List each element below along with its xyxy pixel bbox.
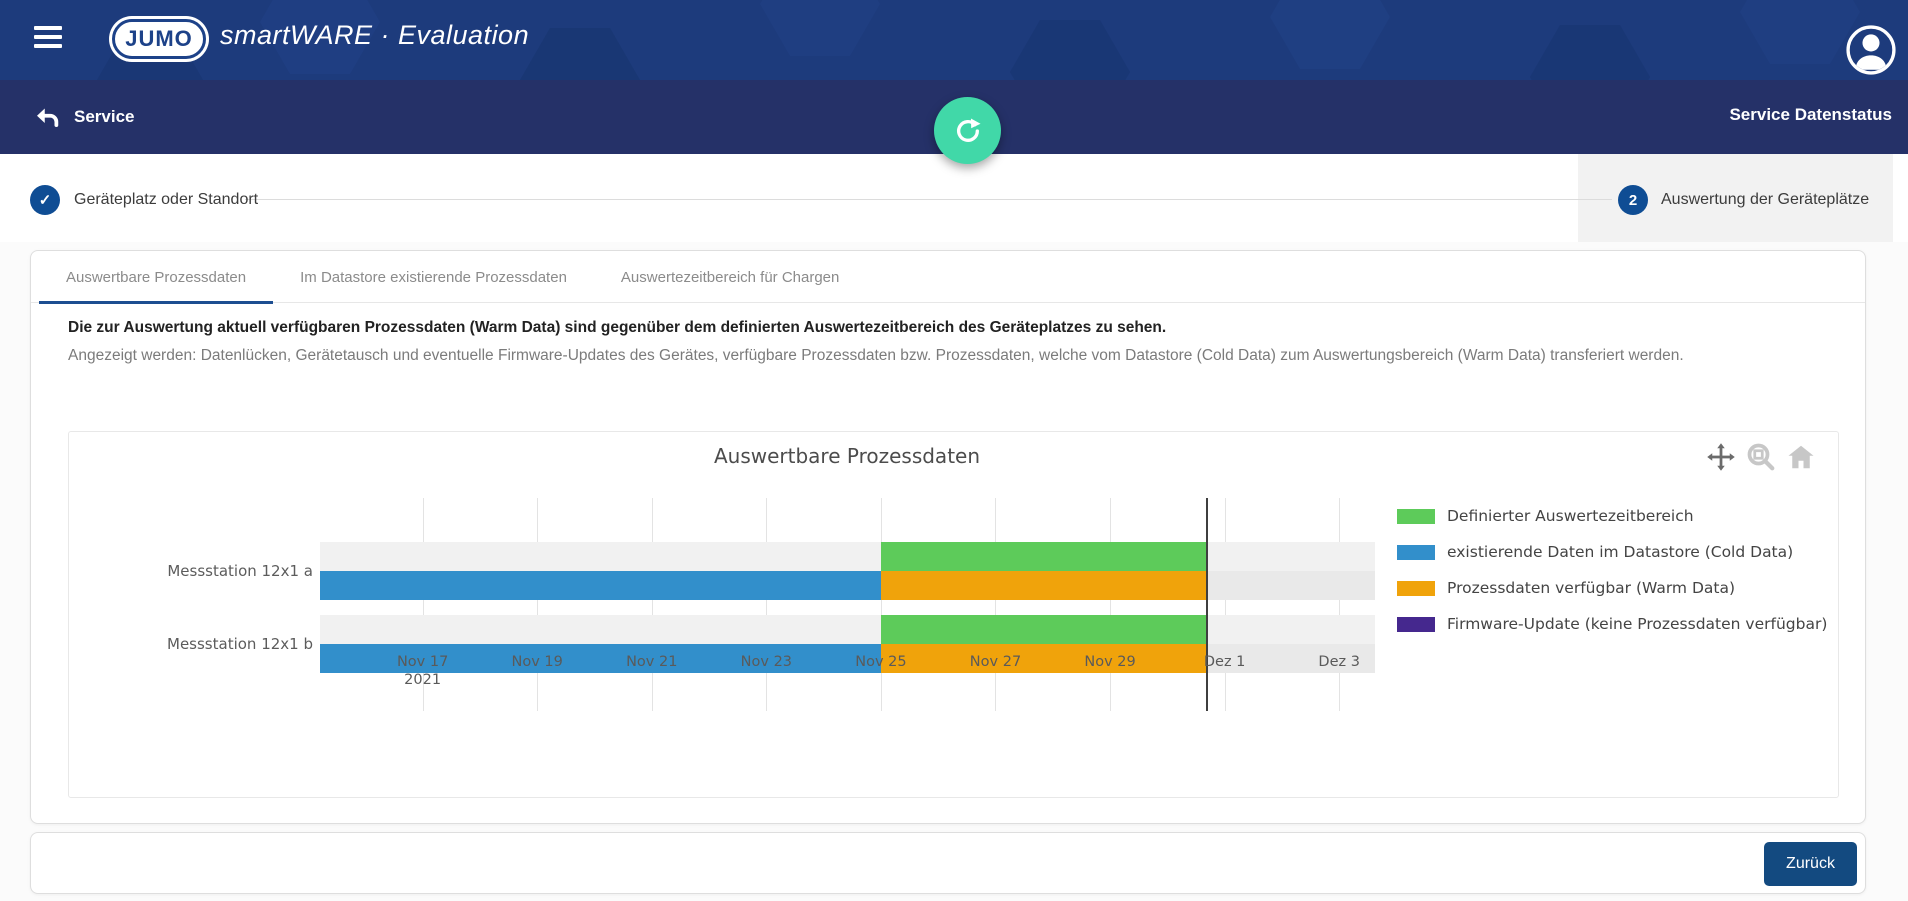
row-label: Messstation 12x1 b	[167, 635, 313, 653]
x-gridline	[766, 498, 768, 711]
x-tick-label: Nov 27	[969, 654, 1022, 670]
hex-pattern	[1270, 0, 1390, 69]
jumo-logo: JUMO	[112, 19, 206, 59]
zurueck-button[interactable]: Zurück	[1764, 842, 1857, 886]
legend-item[interactable]: Firmware-Update (keine Prozessdaten verf…	[1397, 615, 1827, 633]
menu-hamburger-icon[interactable]	[34, 26, 62, 50]
row-lane-bg	[320, 542, 1375, 571]
x-gridline	[651, 498, 653, 711]
chart-card: Auswertbare Prozessdaten Nov 17 2021 Nov 1…	[68, 431, 1839, 798]
service-back-link[interactable]: Service	[32, 102, 135, 132]
gantt-segment	[880, 644, 1206, 673]
plot-area[interactable]	[320, 498, 1375, 711]
tab-auswertezeitbereich-chargen[interactable]: Auswertezeitbereich für Chargen	[620, 268, 840, 286]
legend-item[interactable]: Definierter Auswertezeitbereich	[1397, 507, 1694, 525]
step-2-label: Auswertung der Geräteplätze	[1661, 191, 1870, 208]
service-page-title: Service Datenstatus	[1729, 105, 1892, 124]
user-avatar-icon[interactable]	[1846, 25, 1896, 75]
legend-swatch	[1397, 508, 1435, 524]
hex-pattern	[1530, 25, 1650, 80]
x-tick-label: Dez 3	[1318, 654, 1360, 670]
stepper-step-1[interactable]: ✓ Geräteplatz oder Standort	[30, 185, 258, 215]
jumo-logo-text: JUMO	[125, 26, 193, 51]
legend-item[interactable]: Prozessdaten verfügbar (Warm Data)	[1397, 579, 1735, 597]
reset-home-icon[interactable]	[1786, 442, 1816, 472]
x-tick-label: Nov 17 2021	[396, 654, 449, 688]
content-card: Auswertbare Prozessdaten Im Datastore ex…	[30, 250, 1866, 824]
legend-item[interactable]: existierende Daten im Datastore (Cold Da…	[1397, 543, 1793, 561]
x-tick-sublabel: 2021	[404, 672, 442, 688]
app-title: smartWARE · Evaluation	[220, 20, 530, 50]
service-back-label: Service	[74, 107, 135, 126]
footer-card: Zurück	[30, 832, 1866, 894]
back-arrow-icon	[37, 108, 59, 127]
tab-bar: Auswertbare Prozessdaten Im Datastore ex…	[31, 251, 1865, 304]
legend-swatch	[1397, 580, 1435, 596]
x-tick-label: Nov 29	[1084, 654, 1136, 670]
x-tick-label: Nov 25	[855, 654, 907, 670]
step-1-check-icon: ✓	[30, 185, 60, 215]
legend-swatch	[1397, 616, 1435, 632]
x-tick-label: Dez 1	[1203, 654, 1246, 670]
stepper-step-2[interactable]: 2 Auswertung der Geräteplätze	[1618, 185, 1869, 215]
x-tick-label: Nov 19	[511, 654, 563, 670]
hex-pattern	[520, 28, 640, 80]
legend-swatch	[1397, 544, 1435, 560]
hex-pattern	[760, 0, 880, 56]
stepper-connector	[245, 199, 1612, 200]
row-label: Messstation 12x1 a	[167, 562, 313, 580]
legend-label: existierende Daten im Datastore (Cold Da…	[1447, 543, 1794, 561]
tab-auswertbare-prozessdaten[interactable]: Auswertbare Prozessdaten	[39, 251, 274, 304]
chart-toolbar	[1706, 442, 1816, 472]
step-2-number: 2	[1618, 185, 1648, 215]
tab-datastore-prozessdaten[interactable]: Im Datastore existierende Prozessdaten	[300, 268, 567, 286]
refresh-icon	[956, 117, 981, 142]
row-lane-bg	[320, 615, 1375, 644]
now-line	[1205, 498, 1208, 711]
zoom-box-icon[interactable]	[1746, 442, 1776, 472]
legend-label: Firmware-Update (keine Prozessdaten verf…	[1447, 615, 1828, 633]
hex-pattern	[1740, 0, 1860, 64]
legend-label: Prozessdaten verfügbar (Warm Data)	[1447, 579, 1736, 597]
gantt-segment	[320, 571, 881, 600]
legend-label: Definierter Auswertezeitbereich	[1447, 507, 1694, 525]
gantt-segment	[880, 571, 1206, 600]
hex-pattern	[1010, 20, 1130, 80]
description-bold: Die zur Auswertung aktuell verfügbaren P…	[68, 319, 1167, 336]
x-gridline	[1110, 498, 1112, 711]
gantt-segment	[320, 644, 881, 673]
x-gridline	[422, 498, 424, 711]
app-header: JUMO smartWARE · Evaluation	[0, 0, 1908, 80]
refresh-button[interactable]	[934, 97, 1001, 164]
stepper: ✓ Geräteplatz oder Standort 2 Auswertung…	[0, 154, 1908, 242]
x-gridline	[1224, 498, 1226, 711]
gantt-segment	[880, 615, 1206, 644]
x-gridline	[995, 498, 997, 711]
x-gridline	[880, 498, 882, 711]
x-tick-label: Nov 21	[626, 654, 678, 670]
x-gridline	[537, 498, 539, 711]
x-tick-label: Nov 23	[740, 654, 793, 670]
step-1-label: Geräteplatz oder Standort	[74, 191, 259, 208]
gantt-segment	[880, 542, 1206, 571]
description-text: Angezeigt werden: Datenlücken, Gerätetau…	[68, 347, 1684, 364]
pan-icon[interactable]	[1706, 442, 1736, 472]
x-gridline	[1339, 498, 1341, 711]
chart-title: Auswertbare Prozessdaten	[713, 444, 981, 468]
